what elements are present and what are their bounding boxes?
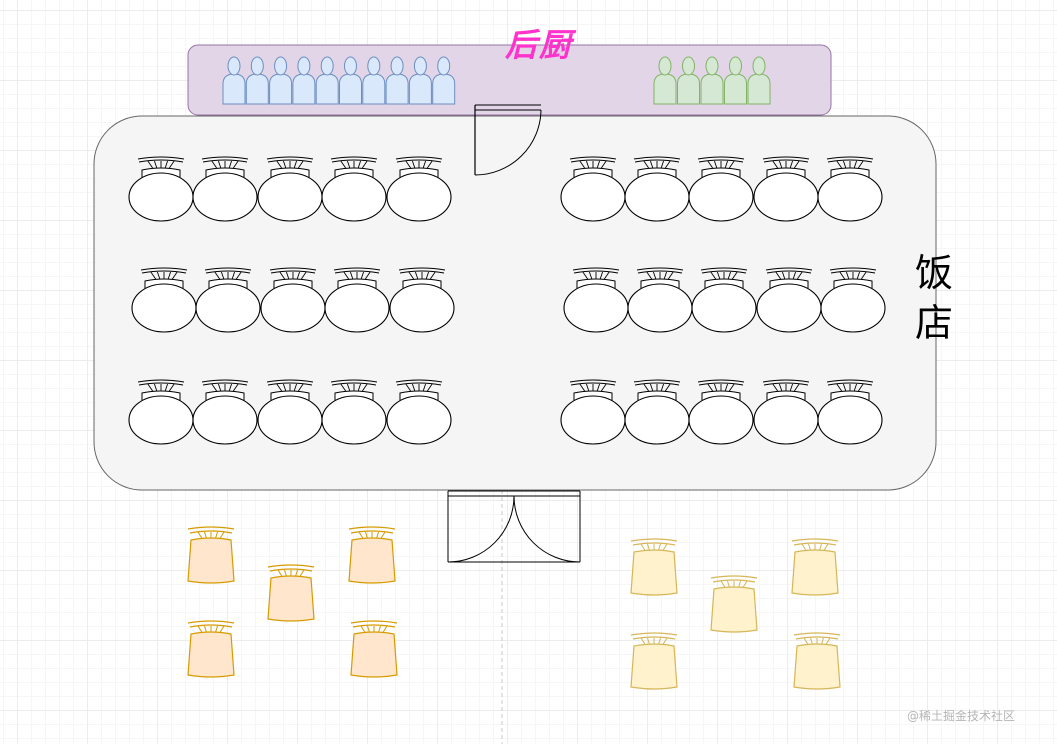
round-table-with-chair-icon[interactable] [192, 379, 258, 445]
round-table-with-chair-icon[interactable] [817, 156, 883, 222]
round-table-with-chair-icon[interactable] [386, 379, 452, 445]
chair-icon[interactable] [350, 620, 398, 678]
person-icon [292, 56, 316, 105]
chair-icon[interactable] [267, 564, 315, 622]
person-icon [700, 56, 724, 105]
round-table-with-chair-icon[interactable] [389, 267, 455, 333]
round-table-with-chair-icon[interactable] [128, 379, 194, 445]
person-icon [724, 56, 747, 105]
person-icon [747, 56, 771, 105]
person-icon [222, 56, 246, 105]
chair-icon[interactable] [348, 526, 396, 584]
dining-tables-group [128, 156, 886, 445]
main-entrance-door-icon[interactable] [447, 490, 581, 563]
person-icon [385, 56, 409, 105]
person-icon [269, 56, 293, 105]
round-table-with-chair-icon[interactable] [195, 267, 261, 333]
round-table-with-chair-icon[interactable] [624, 379, 690, 445]
round-table-with-chair-icon[interactable] [386, 156, 452, 222]
kitchen-door-icon[interactable] [474, 104, 542, 176]
round-table-with-chair-icon[interactable] [192, 156, 258, 222]
round-table-with-chair-icon[interactable] [324, 267, 390, 333]
round-table-with-chair-icon[interactable] [627, 267, 693, 333]
chair-icon[interactable] [630, 538, 678, 596]
person-icon [408, 56, 432, 105]
restaurant-label: 饭店 [914, 251, 953, 345]
round-table-with-chair-icon[interactable] [688, 156, 754, 222]
person-icon [362, 56, 386, 105]
kitchen-label: 后厨 [505, 26, 574, 64]
round-table-with-chair-icon[interactable] [820, 267, 886, 333]
person-icon [677, 56, 700, 105]
person-icon [245, 56, 269, 105]
round-table-with-chair-icon[interactable] [688, 379, 754, 445]
chair-icon[interactable] [187, 620, 235, 678]
kitchen-staff-group [222, 56, 771, 105]
round-table-with-chair-icon[interactable] [560, 379, 626, 445]
waiting-chairs-group [187, 526, 841, 690]
round-table-with-chair-icon[interactable] [321, 156, 387, 222]
round-table-with-chair-icon[interactable] [560, 156, 626, 222]
person-icon [653, 56, 677, 105]
chair-icon[interactable] [710, 575, 758, 633]
chair-icon[interactable] [791, 538, 839, 596]
chair-icon[interactable] [793, 632, 841, 690]
round-table-with-chair-icon[interactable] [260, 267, 326, 333]
person-icon [339, 56, 362, 105]
person-icon [432, 56, 456, 105]
chair-icon[interactable] [630, 632, 678, 690]
round-table-with-chair-icon[interactable] [817, 379, 883, 445]
round-table-with-chair-icon[interactable] [131, 267, 197, 333]
round-table-with-chair-icon[interactable] [756, 267, 822, 333]
round-table-with-chair-icon[interactable] [691, 267, 757, 333]
person-icon [315, 56, 339, 105]
round-table-with-chair-icon[interactable] [321, 379, 387, 445]
round-table-with-chair-icon[interactable] [624, 156, 690, 222]
watermark-text: @稀土掘金技术社区 [906, 709, 1015, 723]
chair-icon[interactable] [187, 526, 235, 584]
round-table-with-chair-icon[interactable] [128, 156, 194, 222]
